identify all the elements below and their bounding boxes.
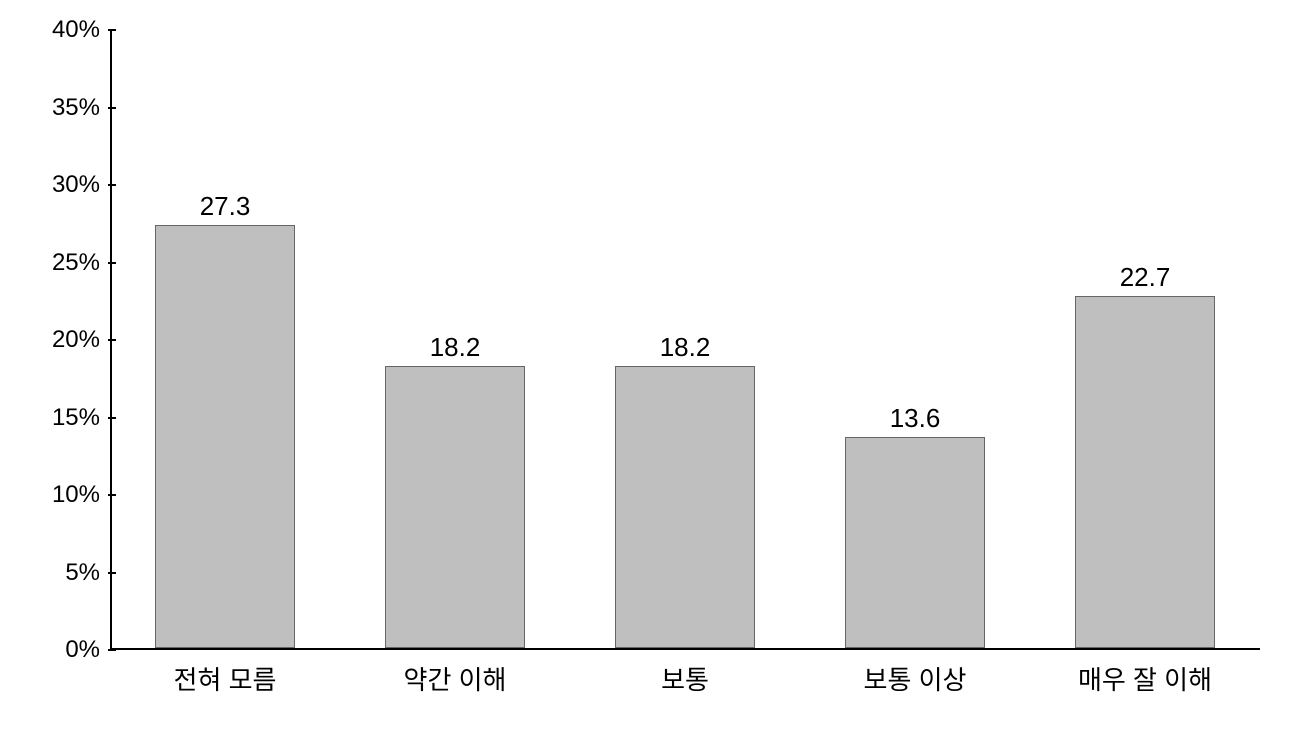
bar-value-label: 13.6 — [890, 403, 941, 434]
bar-group: 18.2 — [340, 366, 570, 648]
y-tick-label: 20% — [52, 326, 100, 354]
bar: 18.2 — [385, 366, 525, 648]
bar-value-label: 18.2 — [430, 332, 481, 363]
y-tick-label: 0% — [65, 636, 100, 664]
y-tick-label: 10% — [52, 481, 100, 509]
y-axis: 0%5%10%15%20%25%30%35%40% — [30, 30, 110, 650]
y-tick-label: 25% — [52, 249, 100, 277]
y-tick-label: 40% — [52, 16, 100, 44]
bar-group: 27.3 — [110, 225, 340, 648]
y-tick-label: 15% — [52, 404, 100, 432]
x-axis-labels: 전혀 모름약간 이해보통보통 이상매우 잘 이해 — [110, 660, 1260, 697]
bar: 18.2 — [615, 366, 755, 648]
y-tick-label: 5% — [65, 559, 100, 587]
bar-group: 13.6 — [800, 437, 1030, 648]
x-axis-label: 전혀 모름 — [110, 660, 340, 697]
y-tick-label: 30% — [52, 171, 100, 199]
y-tick-label: 35% — [52, 94, 100, 122]
x-axis-label: 보통 — [570, 660, 800, 697]
plot-area: 27.318.218.213.622.7 — [110, 30, 1260, 650]
bar: 22.7 — [1075, 296, 1215, 648]
x-axis-label: 보통 이상 — [800, 660, 1030, 697]
bar-value-label: 18.2 — [660, 332, 711, 363]
bar-group: 18.2 — [570, 366, 800, 648]
bar-value-label: 27.3 — [200, 191, 251, 222]
x-axis-label: 약간 이해 — [340, 660, 570, 697]
bar-group: 22.7 — [1030, 296, 1260, 648]
bar-chart: 0%5%10%15%20%25%30%35%40% 27.318.218.213… — [30, 20, 1280, 730]
bars-area: 27.318.218.213.622.7 — [110, 30, 1260, 648]
x-axis-label: 매우 잘 이해 — [1030, 660, 1260, 697]
bar-value-label: 22.7 — [1120, 262, 1171, 293]
bar: 13.6 — [845, 437, 985, 648]
bar: 27.3 — [155, 225, 295, 648]
